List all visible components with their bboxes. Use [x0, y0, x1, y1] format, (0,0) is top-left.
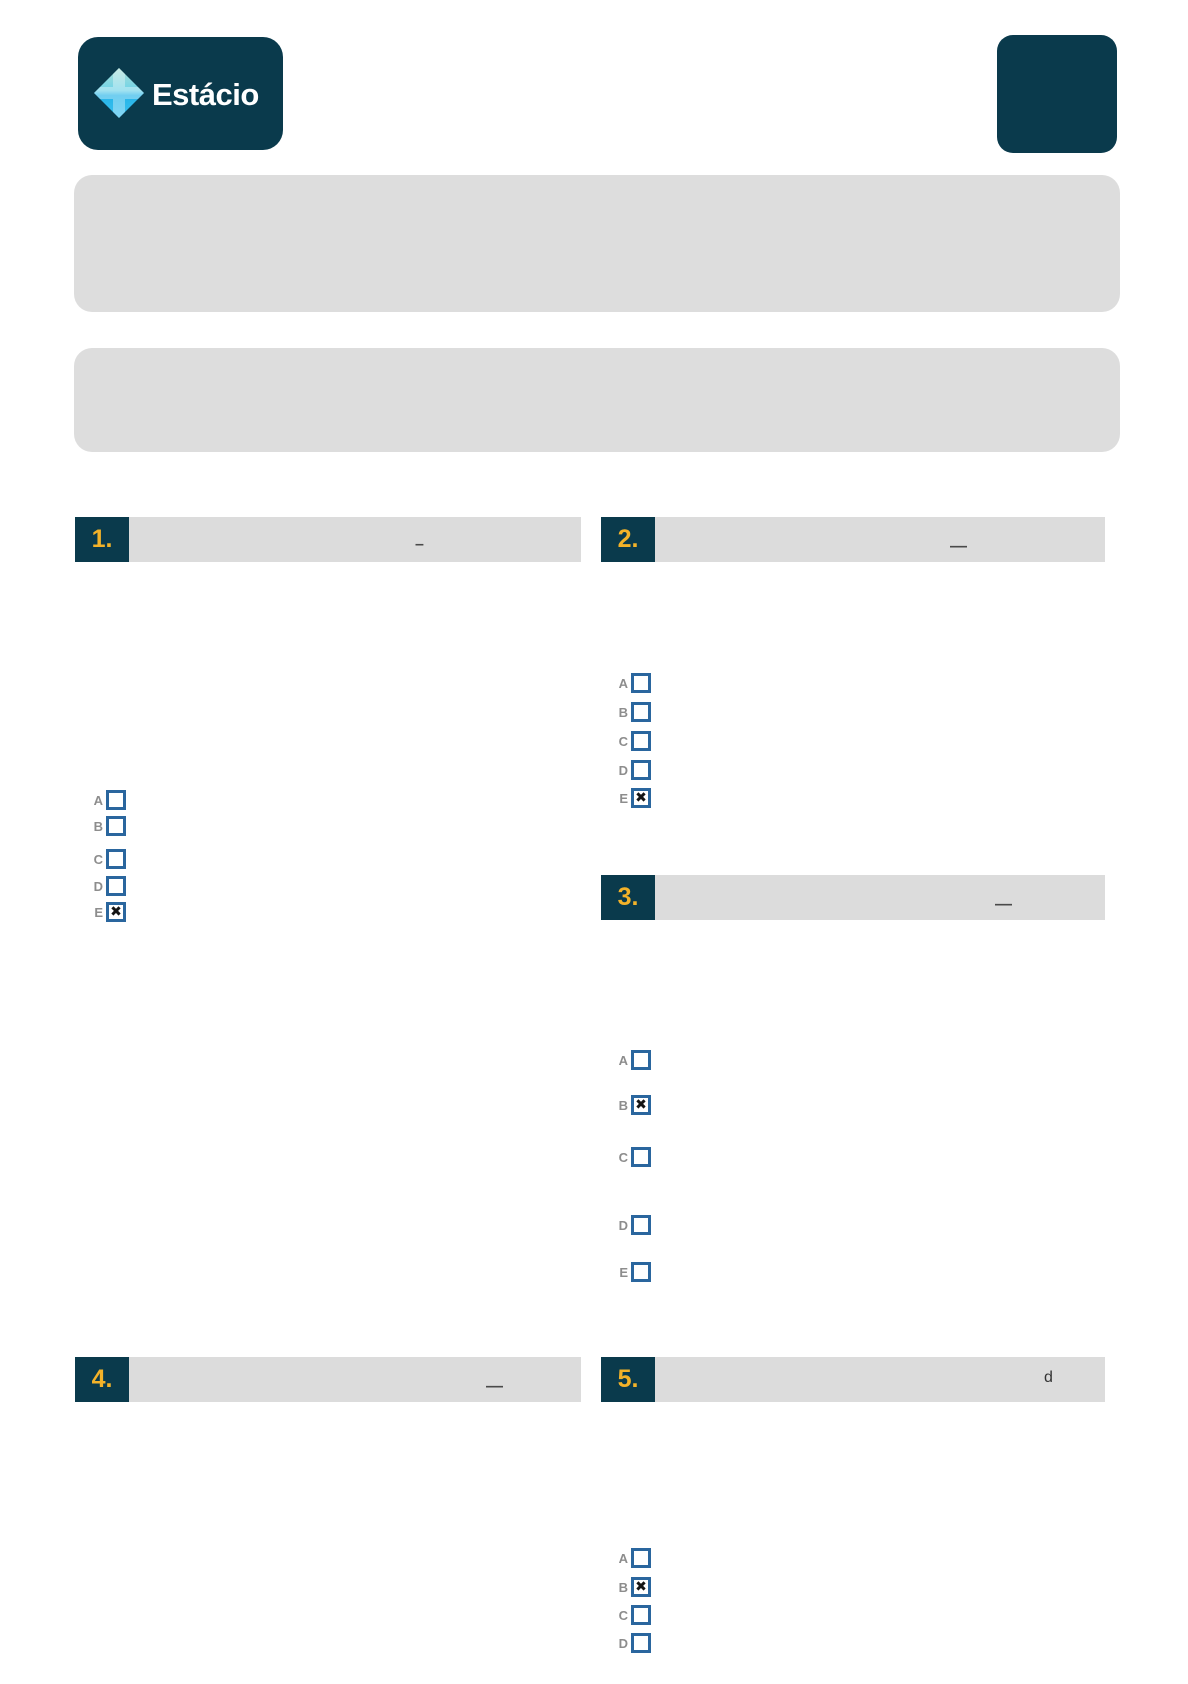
option-letter: E: [94, 904, 103, 920]
option-letter: C: [618, 733, 628, 749]
option-letter: D: [618, 1635, 628, 1651]
option-letter: B: [618, 1579, 628, 1595]
option-letter: E: [619, 790, 628, 806]
option-checkbox[interactable]: [631, 673, 651, 693]
option-checkbox[interactable]: ✖: [106, 902, 126, 922]
question-1-option-d: D: [89, 876, 126, 896]
estacio-logo-card: Estácio: [78, 37, 283, 150]
question-1-option-c: C: [89, 849, 126, 869]
question-2-residual-text: —: [950, 536, 967, 555]
question-3-option-a: A: [614, 1050, 651, 1070]
question-5-option-c: C: [614, 1605, 651, 1625]
question-2-option-e: E ✖: [614, 788, 651, 808]
question-3-residual-text: —: [995, 894, 1012, 913]
option-checkbox[interactable]: [631, 731, 651, 751]
question-5-title-bar: d: [655, 1357, 1105, 1402]
question-5-number: 5.: [601, 1357, 655, 1402]
option-letter: D: [618, 762, 628, 778]
option-letter: B: [618, 704, 628, 720]
option-letter: A: [618, 1550, 628, 1566]
option-checkbox[interactable]: [106, 849, 126, 869]
question-4-residual-text: —: [486, 1376, 503, 1395]
question-3-option-d: D: [614, 1215, 651, 1235]
question-5-residual-text: d: [1044, 1369, 1053, 1386]
question-1-residual-text: –: [415, 536, 424, 553]
question-2-option-d: D: [614, 760, 651, 780]
exam-instructions-banner: [74, 348, 1120, 452]
exam-info-banner: [74, 175, 1120, 312]
question-2-option-b: B: [614, 702, 651, 722]
option-checkbox[interactable]: [631, 1548, 651, 1568]
option-letter: B: [618, 1097, 628, 1113]
question-3-option-b: B ✖: [614, 1095, 651, 1115]
option-checkbox[interactable]: [631, 702, 651, 722]
option-checkbox[interactable]: [631, 1147, 651, 1167]
estacio-diamond-icon: [94, 68, 144, 118]
option-checkbox[interactable]: [631, 1633, 651, 1653]
option-checkbox[interactable]: [631, 1605, 651, 1625]
question-3-title-bar: —: [655, 875, 1105, 920]
option-letter: B: [93, 818, 103, 834]
question-2-number: 2.: [601, 517, 655, 562]
question-2-title-bar: —: [655, 517, 1105, 562]
option-letter: A: [618, 675, 628, 691]
question-5-option-a: A: [614, 1548, 651, 1568]
option-letter: C: [618, 1149, 628, 1165]
option-checkbox[interactable]: [631, 760, 651, 780]
option-checkbox[interactable]: ✖: [631, 788, 651, 808]
question-3-number: 3.: [601, 875, 655, 920]
question-2-option-a: A: [614, 673, 651, 693]
question-4-title-bar: —: [129, 1357, 581, 1402]
question-1-option-b: B: [89, 816, 126, 836]
question-1-option-a: A: [89, 790, 126, 810]
option-checkbox[interactable]: [106, 790, 126, 810]
question-2-option-c: C: [614, 731, 651, 751]
question-5-option-b: B ✖: [614, 1577, 651, 1597]
option-checkbox[interactable]: ✖: [631, 1095, 651, 1115]
question-3-option-c: C: [614, 1147, 651, 1167]
option-checkbox[interactable]: [631, 1262, 651, 1282]
option-checkbox[interactable]: ✖: [631, 1577, 651, 1597]
option-letter: C: [618, 1607, 628, 1623]
question-1-title-bar: –: [129, 517, 581, 562]
option-checkbox[interactable]: [106, 816, 126, 836]
option-checkbox[interactable]: [631, 1050, 651, 1070]
question-1-number: 1.: [75, 517, 129, 562]
question-5-option-d: D: [614, 1633, 651, 1653]
option-letter: E: [619, 1264, 628, 1280]
option-checkbox[interactable]: [631, 1215, 651, 1235]
option-letter: D: [93, 878, 103, 894]
question-3-option-e: E: [614, 1262, 651, 1282]
estacio-logo-text: Estácio: [152, 77, 259, 112]
option-letter: A: [618, 1052, 628, 1068]
corner-brand-box: [997, 35, 1117, 153]
option-letter: A: [93, 792, 103, 808]
option-checkbox[interactable]: [106, 876, 126, 896]
option-letter: C: [93, 851, 103, 867]
option-letter: D: [618, 1217, 628, 1233]
question-1-option-e: E ✖: [89, 902, 126, 922]
question-4-number: 4.: [75, 1357, 129, 1402]
